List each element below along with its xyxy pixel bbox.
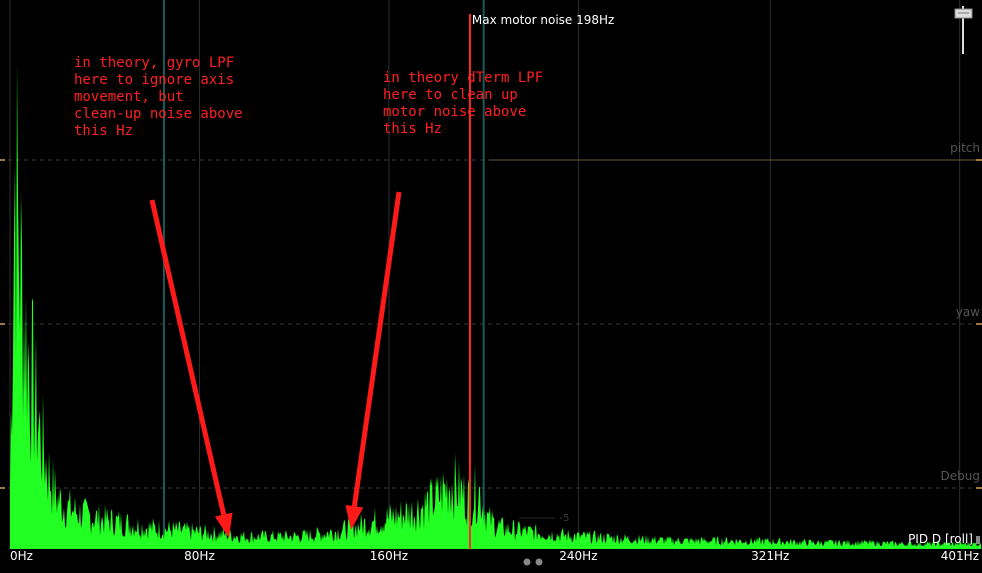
- annotation-line: here to clean up: [383, 87, 518, 103]
- arrow-shaft: [351, 191, 402, 507]
- annotation-line: this Hz: [74, 123, 133, 139]
- x-tick-label: 240Hz: [559, 549, 597, 563]
- lane-label: pitch: [950, 141, 980, 155]
- spectrum-baseline: [10, 546, 981, 549]
- x-tick-label: 0Hz: [10, 549, 33, 563]
- arrow-shaft: [149, 199, 227, 516]
- x-tick-label: 401Hz: [941, 549, 979, 563]
- nav-icons[interactable]: [523, 558, 543, 566]
- faint-mark: -5: [559, 513, 569, 524]
- x-tick-label: 160Hz: [370, 549, 408, 563]
- arrow-head: [214, 512, 233, 538]
- annotation-line: here to ignore axis: [74, 72, 234, 88]
- arrow-dterm-lpf: [345, 191, 402, 530]
- annotation-line: in theory dTerm LPF: [383, 70, 543, 86]
- arrow-gyro-lpf: [149, 199, 233, 538]
- arrow-head: [345, 504, 364, 530]
- lane-label: Debug: [941, 469, 980, 483]
- legend-edge: [976, 536, 980, 544]
- annotation-line: motor noise above: [383, 104, 526, 120]
- annotation-line: in theory, gyro LPF: [74, 55, 234, 71]
- annotation-line: movement, but: [74, 89, 184, 105]
- marker-label-max-motor-noise: Max motor noise 198Hz: [472, 13, 614, 27]
- x-tick-label: 80Hz: [184, 549, 215, 563]
- x-tick-label: 321Hz: [751, 549, 789, 563]
- annotation-line: this Hz: [383, 121, 442, 137]
- zoom-slider[interactable]: [954, 6, 973, 54]
- annotation-line: clean-up noise above: [74, 106, 243, 122]
- series-label: PID D [roll]: [908, 532, 973, 546]
- lane-label: yaw: [956, 305, 980, 319]
